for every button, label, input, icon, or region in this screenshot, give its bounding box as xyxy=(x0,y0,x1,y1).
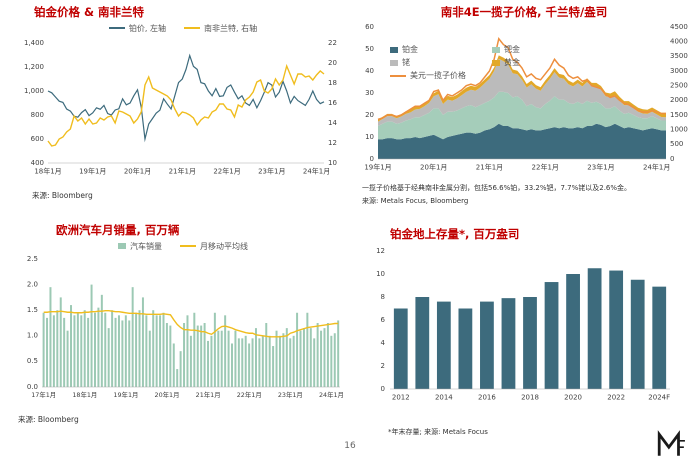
legend-label-platinum-price: 铂价, 左轴 xyxy=(128,23,166,33)
page-number: 16 xyxy=(344,441,356,451)
platinum-line-swatch xyxy=(108,27,125,29)
car-sales-bar-swatch xyxy=(118,243,126,249)
legend-item-gold: 黄金 xyxy=(492,57,520,68)
usd-basket-line-swatch xyxy=(390,74,406,77)
legend-label-gold: 黄金 xyxy=(504,58,520,67)
stocks-footnote: *年末存量; 来源: Metals Focus xyxy=(388,428,488,436)
gold-area-swatch xyxy=(492,59,500,66)
legend-label-moving-average: 月移动平均线 xyxy=(200,241,248,251)
legend-item-platinum-price: 铂价, 左轴 xyxy=(108,23,166,34)
legend-label-rhodium: 铑 xyxy=(402,58,410,67)
palladium-area-swatch xyxy=(492,46,500,53)
legend-label-usd-basket: 美元一揽子价格 xyxy=(410,71,466,80)
metals-focus-logo-glyph xyxy=(657,430,685,456)
legend-item-palladium: 钯金 xyxy=(492,44,520,55)
legend-item-usd-basket: 美元一揽子价格 xyxy=(390,70,466,81)
stocks-chart-title: 铂金地上存量*, 百万盎司 xyxy=(390,227,520,241)
platinum-rand-chart-section: 铂金价格 & 南非兰特 铂价, 左轴 南非兰特, 右轴 来源: Bloomber… xyxy=(16,4,350,201)
legend-item-rhodium: 铑 xyxy=(390,57,466,68)
platinum-rand-source: 来源: Bloomberg xyxy=(32,191,93,200)
platinum-rand-legend: 铂价, 左轴 南非兰特, 右轴 xyxy=(16,21,350,35)
basket-source: 来源: Metals Focus, Bloomberg xyxy=(362,196,469,205)
moving-average-line-swatch xyxy=(180,245,196,247)
car-sales-chart-section: 欧洲汽车月销量, 百万辆 汽车销量 月移动平均线 来源: Bloomberg xyxy=(16,222,350,425)
car-sales-chart-canvas xyxy=(16,253,348,411)
legend-item-rand: 南非兰特, 右轴 xyxy=(184,23,257,34)
legend-label-car-sales: 汽车销量 xyxy=(130,241,162,251)
legend-label-palladium: 钯金 xyxy=(504,45,520,54)
car-sales-source: 来源: Bloomberg xyxy=(18,415,79,424)
basket-price-chart-canvas xyxy=(352,21,696,181)
platinum-rand-chart-canvas xyxy=(16,35,348,187)
metals-focus-logo xyxy=(656,429,686,459)
legend-label-rand: 南非兰特, 右轴 xyxy=(204,23,258,33)
rhodium-area-swatch xyxy=(390,59,398,66)
legend-item-moving-average: 月移动平均线 xyxy=(180,241,248,252)
legend-item-car-sales: 汽车销量 xyxy=(118,241,162,252)
platinum-area-swatch xyxy=(390,46,398,53)
car-sales-chart-title: 欧洲汽车月销量, 百万辆 xyxy=(56,223,180,237)
stocks-chart-canvas xyxy=(360,243,684,411)
car-sales-legend: 汽车销量 月移动平均线 xyxy=(16,239,350,253)
basket-price-chart-title: 南非4E一揽子价格, 千兰特/盎司 xyxy=(440,5,608,19)
stocks-chart-section: 铂金地上存量*, 百万盎司 *年末存量; 来源: Metals Focus xyxy=(360,226,684,438)
legend-label-platinum: 铂金 xyxy=(402,45,418,54)
platinum-rand-chart-title: 铂金价格 & 南非兰特 xyxy=(34,5,145,19)
basket-price-chart-section: 南非4E一揽子价格, 千兰特/盎司 铂金 钯金 铑 黄金 美元一揽子价格 一揽子… xyxy=(352,4,696,207)
basket-footnote: 一揽子价格基于经典南非金属分割，包括56.6%铂，33.2%钯，7.7%铑以及2… xyxy=(362,184,632,192)
basket-legend: 铂金 钯金 铑 黄金 美元一揽子价格 xyxy=(390,44,520,81)
rand-line-swatch xyxy=(184,27,200,29)
legend-item-platinum: 铂金 xyxy=(390,44,466,55)
